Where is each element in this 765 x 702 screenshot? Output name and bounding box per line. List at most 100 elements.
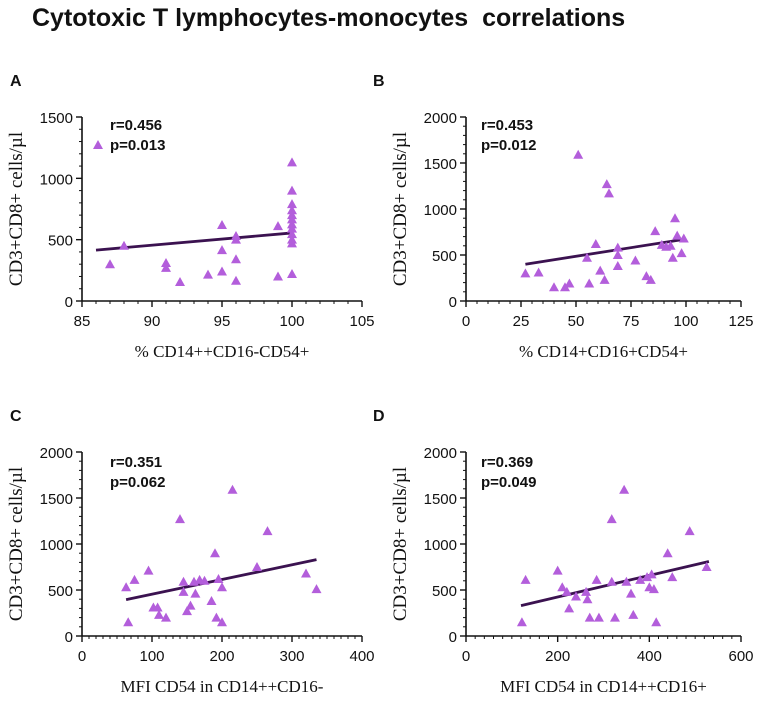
data-point	[667, 252, 678, 262]
data-point	[646, 569, 657, 579]
panel-c: C 0 500 1000 1500 2000 0 100 200 300 400 MFI CD54 i…	[6, 408, 375, 696]
data-point	[185, 600, 196, 610]
correlation-p: p=0.049	[481, 474, 536, 491]
panel-label: B	[373, 73, 385, 90]
data-point	[621, 576, 632, 586]
panel-label: C	[10, 408, 22, 425]
x-tick-label: 90	[144, 313, 161, 330]
data-point	[161, 612, 171, 622]
data-point	[552, 565, 563, 575]
x-axis-title: MFI CD54 in CD14++CD16+	[500, 677, 707, 696]
x-tick-label: 200	[209, 648, 234, 665]
data-point	[178, 586, 189, 596]
correlation-r: r=0.369	[481, 454, 533, 471]
data-point	[584, 612, 595, 622]
x-tick-label: 105	[349, 313, 374, 330]
data-point	[626, 588, 636, 598]
data-point	[584, 278, 595, 288]
data-point	[190, 588, 201, 598]
data-point	[262, 526, 273, 536]
data-point	[311, 584, 322, 594]
y-tick-label: 500	[48, 583, 73, 600]
data-point	[604, 188, 614, 198]
data-point	[516, 617, 527, 627]
data-point	[606, 576, 617, 586]
x-tick-label: 25	[513, 313, 530, 330]
data-point	[641, 271, 652, 281]
data-point	[105, 259, 115, 269]
y-axis-title: CD3+CD8+ cells/µl	[6, 467, 27, 621]
data-point	[549, 282, 559, 292]
data-point	[564, 278, 575, 288]
data-point	[206, 596, 217, 606]
x-tick-label: 100	[279, 313, 304, 330]
panel-label: A	[10, 73, 22, 90]
x-tick-label: 0	[462, 648, 470, 665]
y-tick-label: 1000	[40, 537, 73, 554]
data-point	[678, 233, 689, 243]
x-tick-label: 0	[78, 648, 86, 665]
data-point	[287, 214, 297, 224]
data-point	[581, 586, 592, 596]
data-point	[650, 226, 661, 236]
data-point	[665, 240, 676, 250]
data-point	[287, 157, 297, 167]
data-point	[175, 276, 185, 286]
y-tick-label: 0	[449, 294, 457, 311]
data-point	[182, 606, 192, 616]
x-axis-title: MFI CD54 in CD14++CD16-	[121, 677, 324, 696]
data-point	[642, 572, 653, 582]
y-tick-label: 1000	[424, 537, 457, 554]
data-point	[672, 230, 683, 240]
data-point	[606, 514, 617, 524]
correlation-p: p=0.012	[481, 137, 536, 154]
data-point	[557, 582, 568, 592]
y-tick-label: 2000	[40, 445, 73, 462]
data-point	[119, 240, 129, 250]
panel-d: D 0 500 1000 1500 2000 0 200 400 600 MFI CD54 in C…	[373, 408, 754, 696]
y-tick-label: 1000	[424, 202, 457, 219]
y-tick-label: 1500	[40, 110, 73, 127]
panel-label: D	[373, 408, 385, 425]
data-point	[591, 574, 602, 584]
x-tick-label: 600	[728, 648, 753, 665]
data-point	[684, 526, 695, 536]
x-tick-label: 400	[349, 648, 374, 665]
data-point	[199, 575, 210, 585]
data-point	[612, 250, 623, 259]
data-point	[252, 562, 262, 571]
data-point	[612, 242, 623, 252]
data-point	[601, 179, 612, 189]
data-point	[651, 617, 662, 627]
x-tick-label: 75	[623, 313, 640, 330]
regression-line	[525, 237, 685, 266]
correlation-r: r=0.351	[110, 454, 162, 471]
data-point	[520, 574, 531, 584]
data-point	[231, 254, 241, 264]
y-tick-label: 1000	[40, 171, 73, 188]
correlation-r: r=0.456	[110, 117, 162, 134]
data-point	[630, 255, 641, 265]
correlation-r: r=0.453	[481, 117, 533, 134]
data-point	[628, 609, 639, 619]
y-tick-label: 2000	[424, 445, 457, 462]
x-tick-label: 125	[728, 313, 753, 330]
y-tick-label: 500	[48, 233, 73, 250]
data-point	[217, 219, 227, 229]
x-tick-label: 100	[139, 648, 164, 665]
data-point	[227, 484, 238, 494]
x-tick-label: 95	[214, 313, 231, 330]
data-point	[161, 257, 171, 267]
data-point	[217, 245, 227, 255]
data-point	[645, 274, 656, 284]
y-tick-label: 0	[65, 294, 73, 311]
x-tick-label: 100	[673, 313, 698, 330]
y-tick-label: 1500	[424, 156, 457, 173]
x-axis-title: % CD14+CD16+CD54+	[519, 342, 688, 361]
data-point	[301, 568, 311, 578]
data-point	[520, 268, 531, 278]
data-point	[152, 602, 163, 612]
figure-title: Cytotoxic T lymphocytes-monocytes correl…	[32, 4, 626, 32]
data-point	[564, 603, 575, 613]
